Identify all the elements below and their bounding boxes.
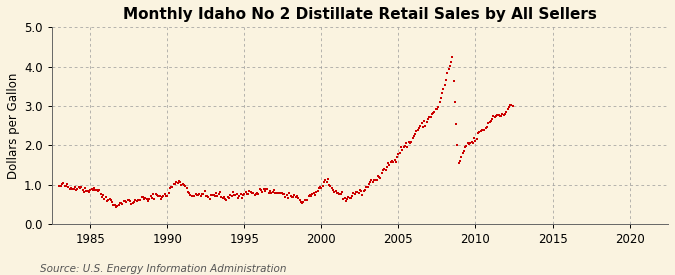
Title: Monthly Idaho No 2 Distillate Retail Sales by All Sellers: Monthly Idaho No 2 Distillate Retail Sal…: [123, 7, 597, 22]
Text: Source: U.S. Energy Information Administration: Source: U.S. Energy Information Administ…: [40, 264, 287, 274]
Y-axis label: Dollars per Gallon: Dollars per Gallon: [7, 73, 20, 179]
